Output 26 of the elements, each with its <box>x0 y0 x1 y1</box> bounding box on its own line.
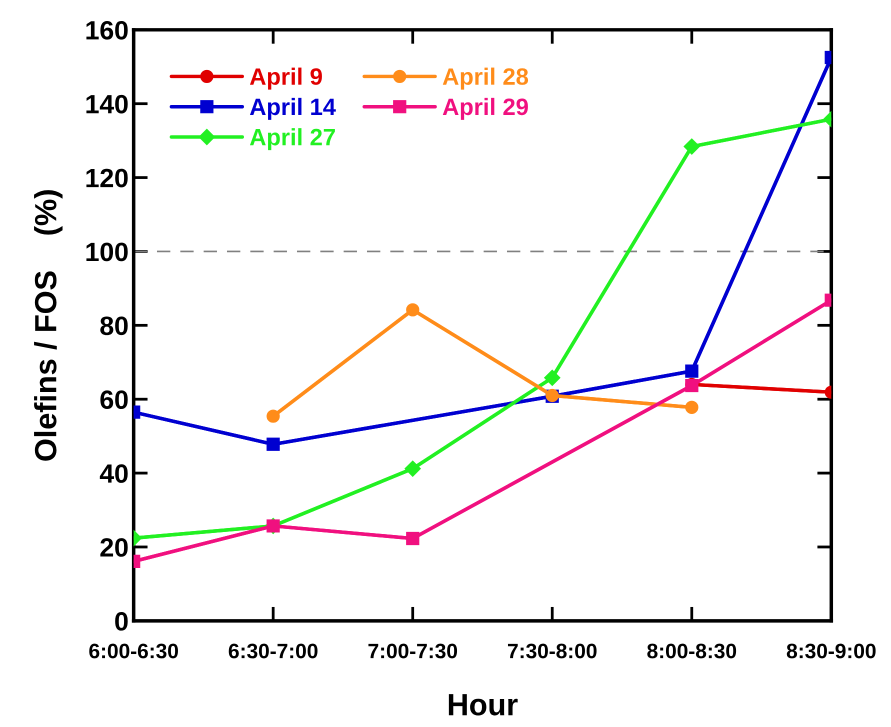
x-axis-title: Hour <box>448 694 518 716</box>
x-tick-label: 8:00-8:30 <box>647 644 736 658</box>
y-tick-label: 140 <box>86 94 128 114</box>
y-tick-label: 160 <box>86 20 128 40</box>
legend-label: April 27 <box>250 128 335 150</box>
y-tick-label: 80 <box>100 316 128 336</box>
x-tick-label: 6:30-7:00 <box>228 644 318 658</box>
point <box>406 303 420 316</box>
legend-label: April 9 <box>250 68 322 90</box>
legend-label: April 29 <box>442 98 528 120</box>
point <box>404 460 421 477</box>
y-tick-label: 120 <box>86 168 128 188</box>
legend-label: April 14 <box>250 98 336 120</box>
y-tick-label: 0 <box>115 612 128 631</box>
x-tick-label: 7:30-8:00 <box>508 644 597 658</box>
point <box>544 370 560 386</box>
x-tick-label: 7:00-7:30 <box>368 644 458 658</box>
legend-label: April 28 <box>442 68 528 90</box>
x-tick-label: 6:00-6:30 <box>89 644 178 658</box>
y-tick-label: 100 <box>86 242 128 262</box>
y-tick-label: 40 <box>100 464 128 483</box>
point <box>406 532 420 546</box>
y-tick-label: 20 <box>100 538 128 557</box>
y-axis-title: Olefins / FOS (%) <box>34 190 63 461</box>
y-tick-label: 60 <box>100 390 128 410</box>
x-tick-label: 8:30-9:00 <box>786 644 876 658</box>
